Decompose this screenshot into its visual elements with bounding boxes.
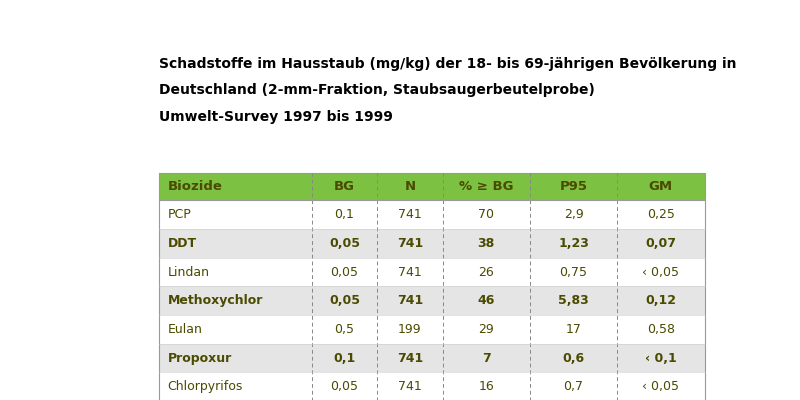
- Text: BG: BG: [334, 180, 355, 193]
- Text: 0,58: 0,58: [647, 323, 675, 336]
- Bar: [159, 315, 705, 344]
- Text: N: N: [404, 180, 415, 193]
- Text: 0,1: 0,1: [334, 208, 354, 221]
- Text: 26: 26: [478, 266, 494, 278]
- Text: 741: 741: [398, 208, 422, 221]
- Text: Eulan: Eulan: [167, 323, 202, 336]
- Text: 70: 70: [478, 208, 494, 221]
- Text: 0,05: 0,05: [329, 294, 360, 307]
- Text: 0,05: 0,05: [329, 237, 360, 250]
- Text: Lindan: Lindan: [167, 266, 210, 278]
- Text: 741: 741: [397, 237, 423, 250]
- Text: 0,05: 0,05: [330, 380, 358, 393]
- Text: 741: 741: [398, 380, 422, 393]
- Text: 0,07: 0,07: [646, 237, 676, 250]
- Text: DDT: DDT: [167, 237, 197, 250]
- Bar: [159, 258, 705, 286]
- Text: ‹ 0,05: ‹ 0,05: [642, 380, 679, 393]
- Bar: [159, 286, 705, 315]
- Text: 0,12: 0,12: [646, 294, 676, 307]
- Text: 7: 7: [482, 352, 490, 364]
- Text: 46: 46: [478, 294, 495, 307]
- Text: 0,6: 0,6: [562, 352, 585, 364]
- Text: ‹ 0,05: ‹ 0,05: [642, 266, 679, 278]
- Text: 17: 17: [566, 323, 582, 336]
- Text: 2,9: 2,9: [564, 208, 583, 221]
- Text: 29: 29: [478, 323, 494, 336]
- Text: 0,05: 0,05: [330, 266, 358, 278]
- Text: 741: 741: [397, 352, 423, 364]
- Text: Methoxychlor: Methoxychlor: [167, 294, 263, 307]
- Text: 16: 16: [478, 380, 494, 393]
- Text: 0,1: 0,1: [334, 352, 355, 364]
- Text: Biozide: Biozide: [167, 180, 222, 193]
- Text: Propoxur: Propoxur: [167, 352, 232, 364]
- Bar: [159, 173, 705, 400]
- Text: GM: GM: [649, 180, 673, 193]
- Text: Deutschland (2-mm-Fraktion, Staubsaugerbeutelprobe): Deutschland (2-mm-Fraktion, Staubsaugerb…: [159, 84, 594, 98]
- Text: ‹ 0,1: ‹ 0,1: [645, 352, 677, 364]
- Bar: [159, 344, 705, 372]
- Bar: [159, 229, 705, 258]
- Text: % ≥ BG: % ≥ BG: [459, 180, 514, 193]
- Text: 1,23: 1,23: [558, 237, 589, 250]
- Text: 0,75: 0,75: [559, 266, 587, 278]
- Bar: [159, 173, 705, 200]
- Text: 5,83: 5,83: [558, 294, 589, 307]
- Text: Umwelt-Survey 1997 bis 1999: Umwelt-Survey 1997 bis 1999: [159, 110, 393, 124]
- Text: 199: 199: [398, 323, 422, 336]
- Text: 0,5: 0,5: [334, 323, 354, 336]
- Text: 0,7: 0,7: [563, 380, 583, 393]
- Text: Schadstoffe im Hausstaub (mg/kg) der 18- bis 69-jährigen Bevölkerung in: Schadstoffe im Hausstaub (mg/kg) der 18-…: [159, 57, 736, 71]
- Text: 38: 38: [478, 237, 495, 250]
- Text: PCP: PCP: [167, 208, 191, 221]
- Text: 741: 741: [398, 266, 422, 278]
- Text: 0,25: 0,25: [647, 208, 674, 221]
- Text: P95: P95: [559, 180, 587, 193]
- Bar: [159, 200, 705, 229]
- Bar: [159, 372, 705, 400]
- Text: 741: 741: [397, 294, 423, 307]
- Text: Chlorpyrifos: Chlorpyrifos: [167, 380, 243, 393]
